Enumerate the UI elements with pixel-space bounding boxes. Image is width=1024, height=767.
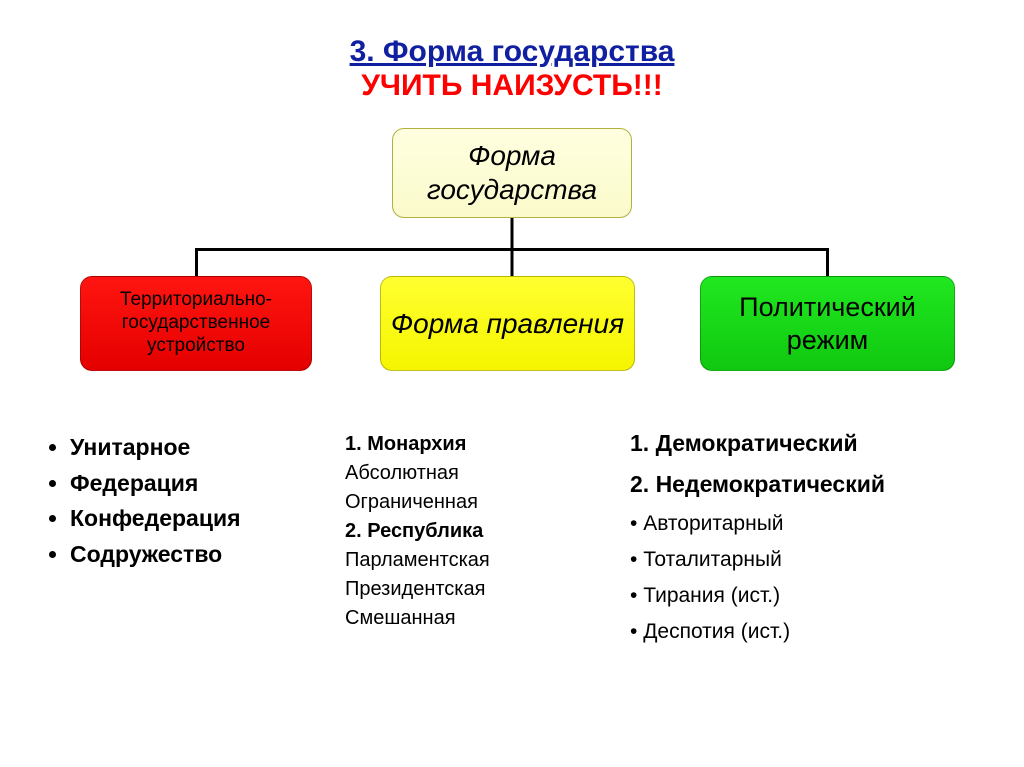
connector <box>826 248 829 276</box>
child-label: Форма правления <box>391 307 624 341</box>
line: 2. Республика <box>345 517 600 546</box>
title-line-2: УЧИТЬ НАИЗУСТЬ!!! <box>0 69 1024 103</box>
column-territorial: Унитарное Федерация Конфедерация Содруже… <box>0 430 310 656</box>
child-node-government-form: Форма правления <box>380 276 635 371</box>
list-item: Конфедерация <box>70 501 300 537</box>
bullet-item: Тоталитарный <box>630 548 1014 572</box>
list-item: Унитарное <box>70 430 300 466</box>
title-block: 3. Форма государства УЧИТЬ НАИЗУСТЬ!!! <box>0 0 1024 103</box>
numbered-item: 2. Недемократический <box>630 471 1014 498</box>
root-node: Форма государства <box>392 128 632 218</box>
territorial-list: Унитарное Федерация Конфедерация Содруже… <box>40 430 300 573</box>
child-label: Территориально-государственное устройств… <box>81 289 311 357</box>
column-political-regime: 1. Демократический 2. Недемократический … <box>610 430 1024 656</box>
child-node-territorial: Территориально-государственное устройств… <box>80 276 312 371</box>
hierarchy-tree: Форма государства Территориально-государ… <box>0 103 1024 383</box>
list-item: Содружество <box>70 537 300 573</box>
line: Президентская <box>345 575 600 604</box>
line: Парламентская <box>345 546 600 575</box>
root-label: Форма государства <box>393 139 631 206</box>
bullet-item: Деспотия (ист.) <box>630 620 1014 644</box>
line: 1. Монархия <box>345 430 600 459</box>
line: Абсолютная <box>345 459 600 488</box>
numbered-item: 1. Демократический <box>630 430 1014 457</box>
line: Смешанная <box>345 604 600 633</box>
connector <box>511 218 514 248</box>
child-node-political-regime: Политический режим <box>700 276 955 371</box>
column-government-form: 1. Монархия Абсолютная Ограниченная 2. Р… <box>310 430 610 656</box>
title-line-1: 3. Форма государства <box>0 35 1024 69</box>
connector <box>195 248 198 276</box>
bullet-item: Тирания (ист.) <box>630 584 1014 608</box>
line: Ограниченная <box>345 488 600 517</box>
list-item: Федерация <box>70 466 300 502</box>
detail-columns: Унитарное Федерация Конфедерация Содруже… <box>0 430 1024 656</box>
connector <box>511 248 514 276</box>
bullet-item: Авторитарный <box>630 512 1014 536</box>
child-label: Политический режим <box>701 291 954 356</box>
